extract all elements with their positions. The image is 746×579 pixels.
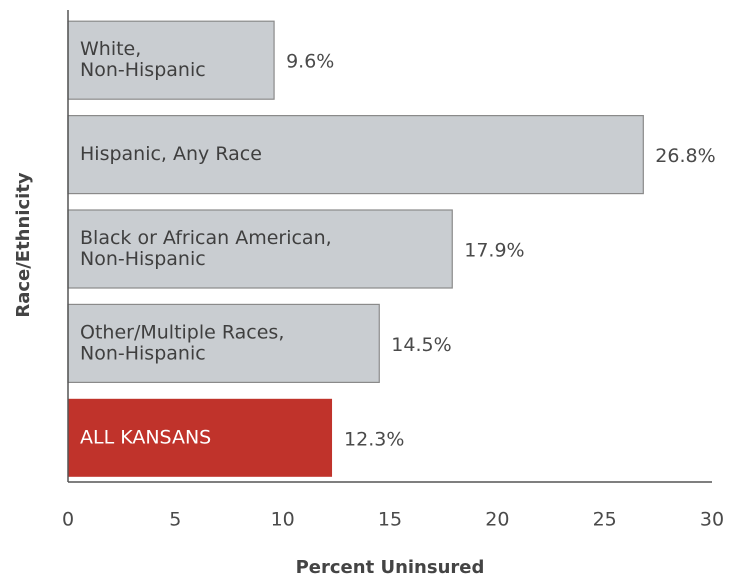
value-label: 17.9% <box>464 240 524 262</box>
x-tick-label: 5 <box>169 509 181 531</box>
bar <box>67 114 644 195</box>
category-label: White, <box>80 38 141 60</box>
y-axis-title: Race/Ethnicity <box>13 172 34 318</box>
bar <box>67 209 453 289</box>
category-label: Other/Multiple Races, <box>80 321 284 343</box>
x-tick-label: 30 <box>700 509 724 531</box>
value-label: 12.3% <box>344 428 404 450</box>
value-label: 26.8% <box>655 145 715 167</box>
bar <box>68 398 333 477</box>
category-label: Non-Hispanic <box>80 342 206 364</box>
category-label: ALL KANSANS <box>80 426 211 448</box>
bar <box>67 20 275 100</box>
category-label: Hispanic, Any Race <box>80 143 262 165</box>
x-tick-label: 25 <box>593 509 617 531</box>
x-tick-label: 0 <box>62 509 74 531</box>
x-tick-label: 20 <box>485 509 509 531</box>
x-tick-label: 10 <box>271 509 295 531</box>
value-label: 14.5% <box>391 334 451 356</box>
value-label: 9.6% <box>286 51 334 73</box>
x-tick-label: 15 <box>378 509 402 531</box>
category-label: Non-Hispanic <box>80 248 206 270</box>
bar <box>67 303 380 383</box>
category-label: Non-Hispanic <box>80 59 206 81</box>
category-label: Black or African American, <box>80 227 332 249</box>
x-axis-title: Percent Uninsured <box>296 557 485 578</box>
